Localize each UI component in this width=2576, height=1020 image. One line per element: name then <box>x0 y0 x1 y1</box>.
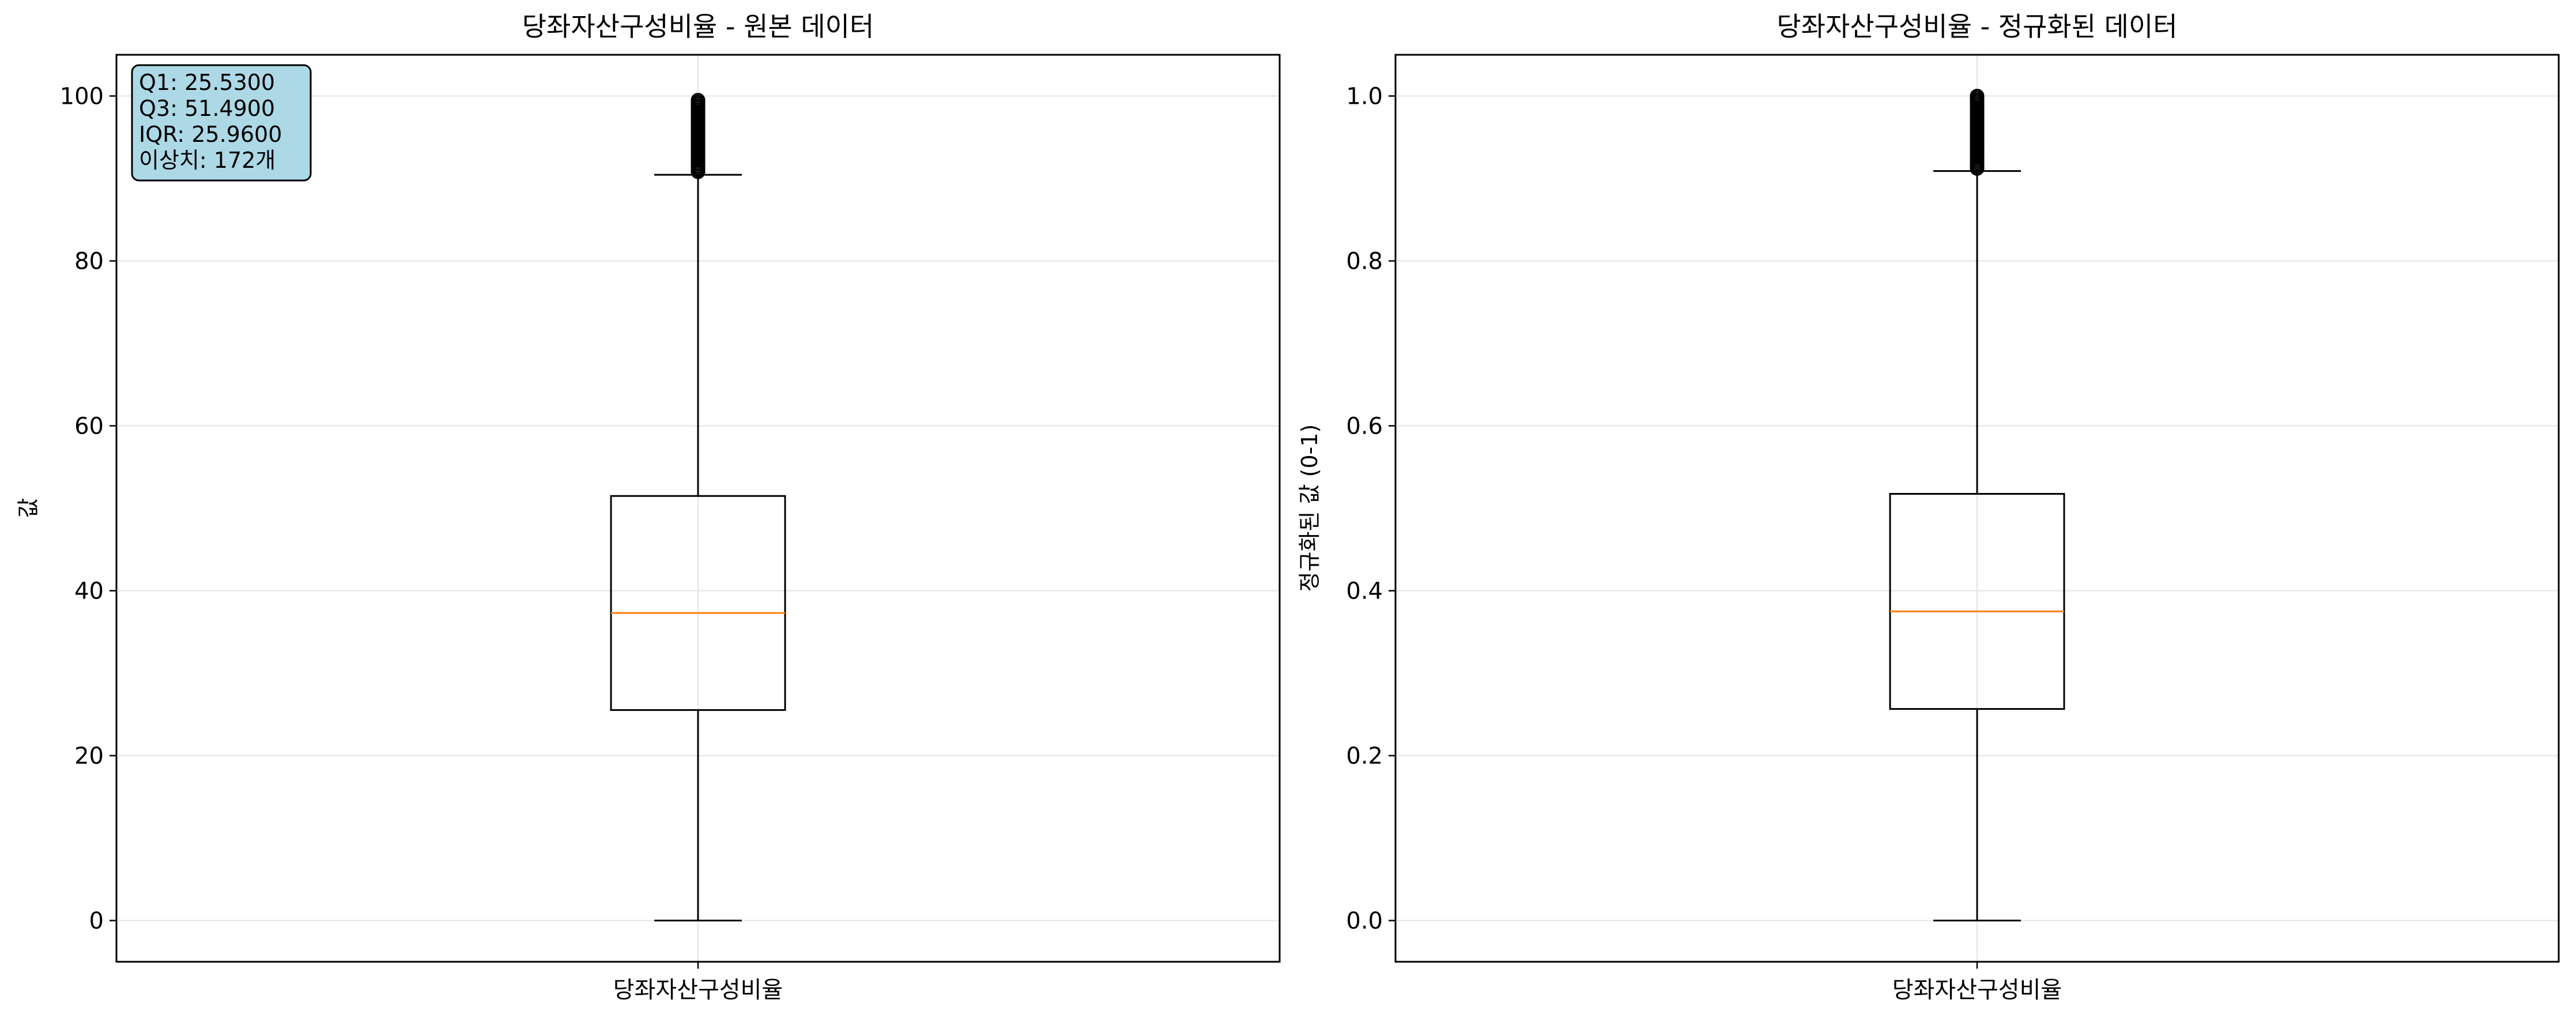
left-y-ticks: 0 20 40 60 80 100 <box>60 84 699 969</box>
stats-box-background <box>131 64 312 182</box>
right-plot-frame <box>1394 54 2560 963</box>
right-x-tick-label: 당좌자산구성비율 <box>1892 977 2062 1003</box>
left-chart-panel: 당좌자산구성비율 - 원본 데이터 0 20 40 60 80 100 값 당좌자산구성비… <box>16 11 1281 1003</box>
right-chart-panel: 당좌자산구성비율 - 정규화된 데이터 0.0 0.2 0.4 0.6 0.8 1.0 정… <box>1297 11 2560 1003</box>
left-y-tick-label: 20 <box>74 743 104 770</box>
right-boxplot <box>1889 89 2065 921</box>
left-outlier-point <box>691 93 706 108</box>
left-chart-title: 당좌자산구성비율 - 원본 데이터 <box>522 11 874 42</box>
right-y-tick-label: 1.0 <box>1346 84 1383 110</box>
left-y-tick-label: 100 <box>60 84 104 110</box>
right-y-tick-label: 0.6 <box>1346 413 1383 440</box>
stats-q1: Q1: 25.5300 <box>139 70 275 95</box>
left-x-tick-label: 당좌자산구성비율 <box>613 977 783 1003</box>
left-y-tick-label: 40 <box>74 578 104 605</box>
left-y-tick-label: 60 <box>74 413 104 440</box>
left-y-tick-label: 80 <box>74 249 104 275</box>
right-chart-title: 당좌자산구성비율 - 정규화된 데이터 <box>1777 11 2177 42</box>
left-stats-box: Q1: 25.5300 Q3: 51.4900 IQR: 25.9600 이상치… <box>131 64 312 182</box>
right-iqr-box <box>1889 492 2065 710</box>
right-y-tick-label: 0.0 <box>1346 908 1383 935</box>
right-y-tick-label: 0.8 <box>1346 249 1383 275</box>
stats-iqr: IQR: 25.9600 <box>139 122 282 147</box>
left-boxplot <box>610 93 786 921</box>
left-plot-frame <box>115 54 1281 963</box>
right-y-tick-label: 0.4 <box>1346 578 1383 605</box>
left-iqr-box <box>610 495 786 711</box>
left-y-tick-label: 0 <box>89 908 104 935</box>
stats-q3: Q3: 51.4900 <box>139 96 275 121</box>
right-y-axis-label: 정규화된 값 (0-1) <box>1297 424 1322 592</box>
right-y-tick-label: 0.2 <box>1346 743 1383 770</box>
left-y-axis-label: 값 <box>16 498 41 518</box>
right-outlier-point <box>1970 89 1985 103</box>
stats-outliers: 이상치: 172개 <box>139 148 276 173</box>
right-y-ticks: 0.0 0.2 0.4 0.6 0.8 1.0 <box>1346 84 1978 969</box>
